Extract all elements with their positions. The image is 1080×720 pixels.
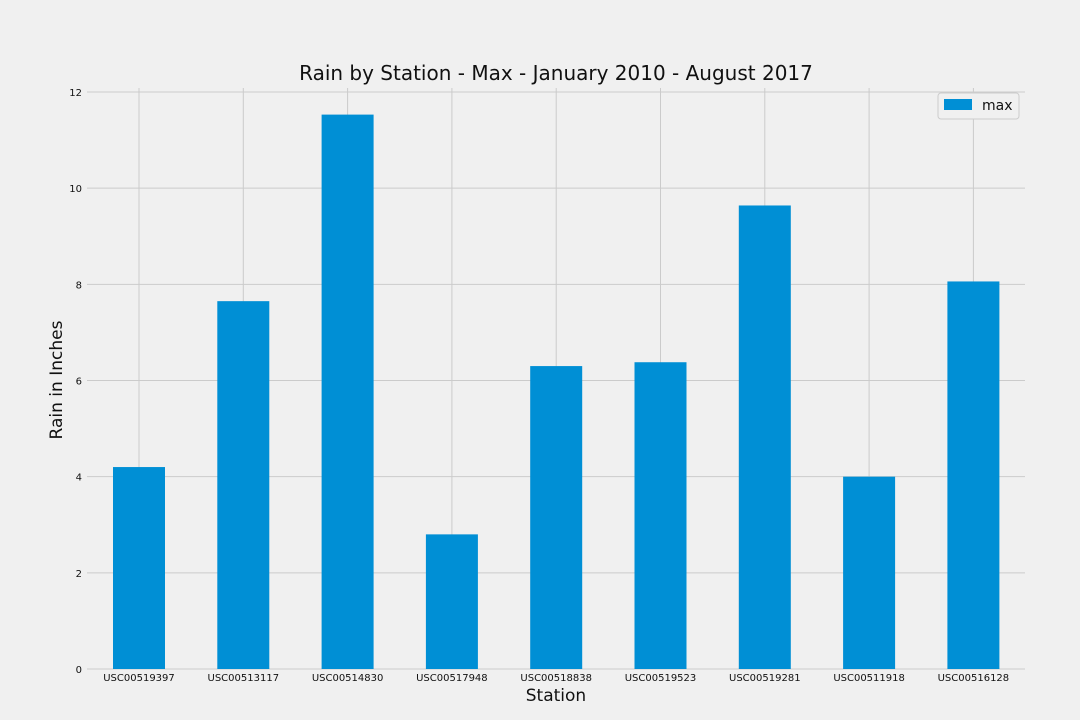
chart-title: Rain by Station - Max - January 2010 - A… (299, 61, 813, 85)
y-tick-label: 0 (76, 665, 82, 676)
x-tick-label: USC00517948 (416, 673, 488, 684)
x-tick-label: USC00518838 (520, 673, 592, 684)
y-tick-label: 2 (76, 569, 82, 580)
legend-swatch (944, 99, 972, 110)
bar-usc00516128 (947, 281, 1000, 669)
bar-usc00513117 (217, 301, 270, 669)
x-tick-label: USC00511918 (833, 673, 905, 684)
x-tick-label: USC00519523 (625, 673, 697, 684)
y-tick-label: 10 (69, 184, 82, 195)
x-axis-label: Station (526, 686, 586, 706)
y-tick-labels: 0 2 4 6 8 10 12 (69, 88, 82, 676)
bar-usc00518838 (530, 366, 583, 669)
legend: max (937, 92, 1020, 120)
y-tick-label: 12 (69, 88, 82, 99)
legend-entry-max: max (982, 98, 1013, 114)
bar-usc00519281 (738, 205, 791, 669)
bar-usc00514830 (321, 114, 374, 669)
y-tick-label: 8 (76, 280, 82, 291)
x-tick-label: USC00519281 (729, 673, 801, 684)
y-tick-label: 4 (76, 473, 82, 484)
y-tick-label: 6 (76, 377, 82, 388)
x-tick-label: USC00514830 (312, 673, 384, 684)
bar-usc00519523 (634, 362, 687, 669)
x-tick-labels: USC00519397 USC00513117 USC00514830 USC0051… (103, 673, 1009, 684)
x-tick-label: USC00516128 (938, 673, 1010, 684)
bar-usc00511918 (843, 476, 896, 669)
y-axis-label: Rain in Inches (47, 320, 67, 439)
bar-usc00517948 (425, 534, 478, 669)
bar-usc00519397 (113, 467, 165, 669)
bars (113, 114, 1000, 669)
x-tick-label: USC00519397 (103, 673, 175, 684)
x-tick-label: USC00513117 (208, 673, 280, 684)
